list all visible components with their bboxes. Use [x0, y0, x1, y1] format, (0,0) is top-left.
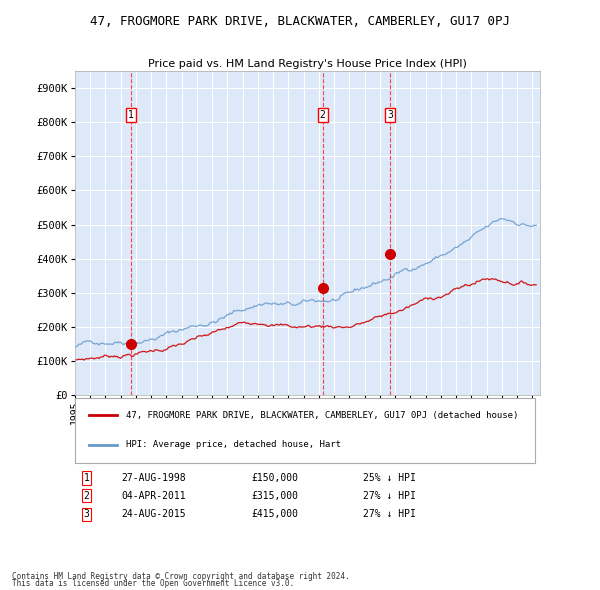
- Text: 3: 3: [83, 510, 89, 519]
- Text: £150,000: £150,000: [252, 473, 299, 483]
- Text: 47, FROGMORE PARK DRIVE, BLACKWATER, CAMBERLEY, GU17 0PJ: 47, FROGMORE PARK DRIVE, BLACKWATER, CAM…: [90, 15, 510, 28]
- FancyBboxPatch shape: [75, 398, 535, 463]
- Text: 27% ↓ HPI: 27% ↓ HPI: [364, 510, 416, 519]
- Text: 2: 2: [320, 110, 326, 120]
- Text: This data is licensed under the Open Government Licence v3.0.: This data is licensed under the Open Gov…: [12, 579, 294, 588]
- Text: 24-AUG-2015: 24-AUG-2015: [121, 510, 186, 519]
- Text: 1: 1: [128, 110, 134, 120]
- Text: Contains HM Land Registry data © Crown copyright and database right 2024.: Contains HM Land Registry data © Crown c…: [12, 572, 350, 581]
- Text: 27% ↓ HPI: 27% ↓ HPI: [364, 491, 416, 500]
- Text: £415,000: £415,000: [252, 510, 299, 519]
- Text: 1: 1: [83, 473, 89, 483]
- Text: HPI: Average price, detached house, Hart: HPI: Average price, detached house, Hart: [126, 440, 341, 450]
- Text: 04-APR-2011: 04-APR-2011: [121, 491, 186, 500]
- Text: 3: 3: [387, 110, 393, 120]
- Text: £315,000: £315,000: [252, 491, 299, 500]
- Text: 25% ↓ HPI: 25% ↓ HPI: [364, 473, 416, 483]
- Title: Price paid vs. HM Land Registry's House Price Index (HPI): Price paid vs. HM Land Registry's House …: [148, 58, 467, 68]
- Text: 2: 2: [83, 491, 89, 500]
- Text: 47, FROGMORE PARK DRIVE, BLACKWATER, CAMBERLEY, GU17 0PJ (detached house): 47, FROGMORE PARK DRIVE, BLACKWATER, CAM…: [126, 411, 518, 419]
- Text: 27-AUG-1998: 27-AUG-1998: [121, 473, 186, 483]
